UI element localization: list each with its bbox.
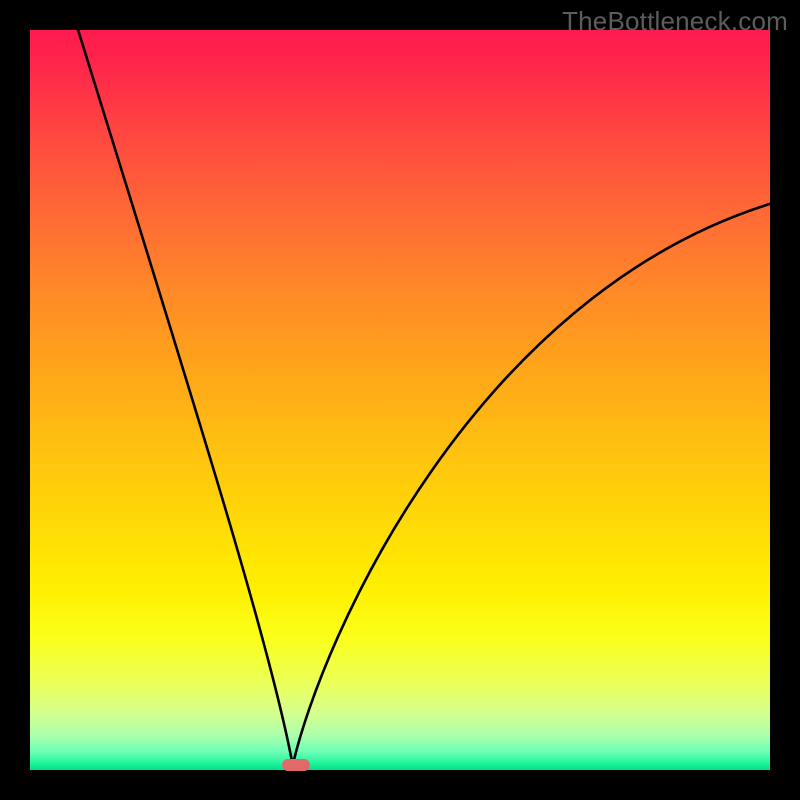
plot-area	[30, 30, 770, 770]
bottleneck-curve	[30, 30, 770, 770]
minimum-marker	[282, 759, 310, 771]
watermark-text: TheBottleneck.com	[562, 6, 788, 37]
